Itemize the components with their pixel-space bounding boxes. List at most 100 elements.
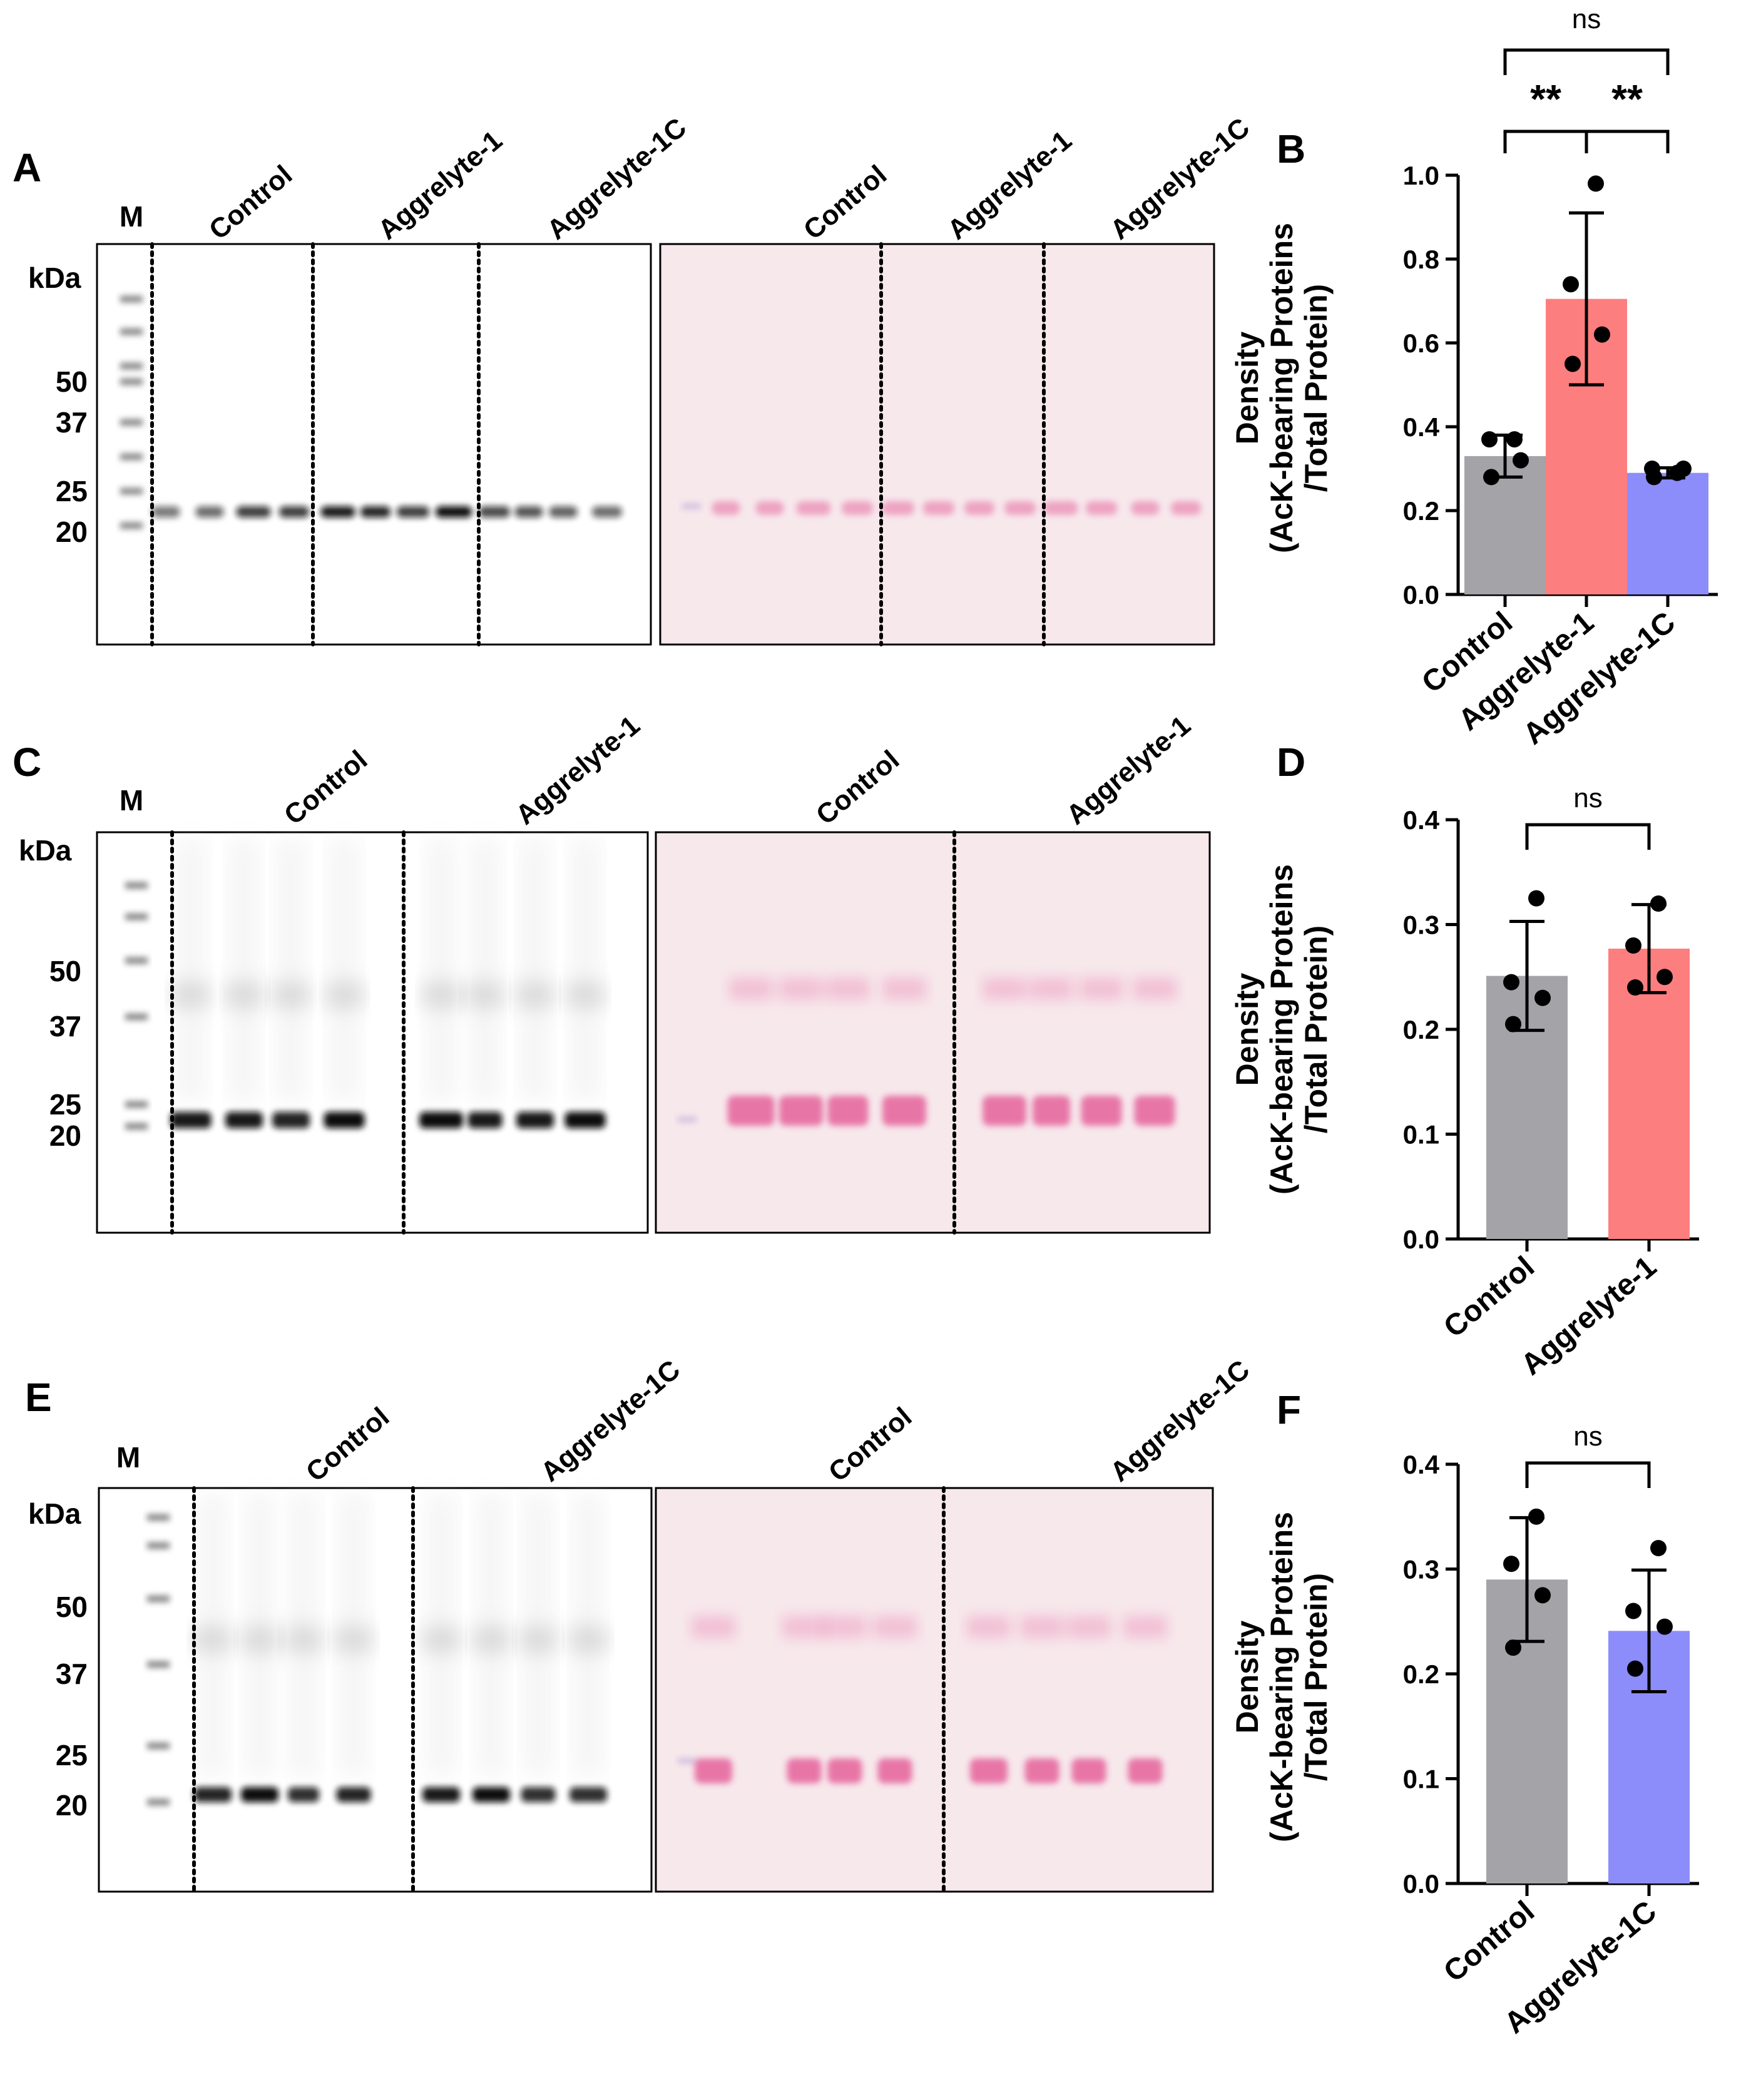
protein-band <box>472 1787 510 1802</box>
chart-f: F 0.0 0.1 0.2 0.3 0.4 Density (AcK-bearing Prot… <box>1230 1387 1699 2040</box>
lane-label-stain: Aggrelyte-1 <box>942 125 1078 246</box>
protein-band <box>516 1112 554 1128</box>
ladder-band <box>125 1014 148 1020</box>
protein-band <box>288 1787 319 1802</box>
ladder-band <box>120 329 143 335</box>
data-point <box>1534 1587 1551 1604</box>
protein-band <box>397 506 429 517</box>
stain-upper-band <box>882 977 926 1000</box>
protein-band <box>236 506 271 517</box>
kda-label: kDa <box>28 262 81 294</box>
stain-band <box>779 1096 823 1126</box>
data-point <box>1505 1639 1521 1656</box>
ladder-band <box>120 363 143 369</box>
y-tick-label: 0.4 <box>1403 805 1440 835</box>
mw-marker-50: 50 <box>56 365 88 398</box>
ladder-band <box>125 1101 148 1108</box>
stain-band <box>1134 1096 1175 1126</box>
stain-band <box>1033 1096 1070 1126</box>
data-point <box>1657 969 1673 986</box>
marker-label: M <box>120 784 143 817</box>
ponceau-stain-image <box>659 243 1215 646</box>
significance-label: ns <box>1573 1421 1602 1452</box>
y-tick-label: 0.0 <box>1403 580 1439 609</box>
y-tick-label: 0.1 <box>1403 1765 1439 1794</box>
protein-band <box>194 1787 232 1802</box>
y-tick-label: 0.8 <box>1403 245 1439 274</box>
stain-band <box>842 501 873 515</box>
protein-band <box>170 1112 212 1128</box>
y-tick-label: 0.2 <box>1403 1015 1439 1044</box>
stain-upper-band <box>729 977 773 1000</box>
bar-aggrelyte-1c <box>1627 472 1708 594</box>
lane-smear <box>197 1494 228 1776</box>
lane-label-stain: Aggrelyte-1 <box>1061 710 1197 831</box>
lane-label-stain: Control <box>823 1402 917 1488</box>
data-point <box>1675 461 1692 477</box>
y-axis-label: Density <box>1230 973 1265 1086</box>
lane-smear <box>469 838 501 1101</box>
western-blot-image <box>96 243 652 646</box>
data-point <box>1503 1556 1519 1572</box>
lane-smear <box>476 1494 507 1776</box>
stain-upper-band <box>826 977 870 1000</box>
kda-label: kDa <box>28 1497 81 1530</box>
data-point <box>1627 1660 1643 1677</box>
protein-band <box>479 506 510 517</box>
protein-band <box>521 1787 556 1802</box>
y-axis-label: (AcK-bearing Proteins <box>1264 223 1299 553</box>
x-category-label: Control <box>1437 1895 1541 1989</box>
protein-band <box>569 1787 607 1802</box>
protein-band <box>272 1112 310 1128</box>
marker-label: M <box>116 1441 140 1474</box>
stain-upper-band <box>983 977 1026 1000</box>
stain-upper-band <box>1080 977 1123 1000</box>
stain-band <box>1081 1096 1122 1126</box>
significance-label: ** <box>1530 76 1561 121</box>
ladder-band <box>125 914 148 920</box>
protein-band <box>336 1787 371 1802</box>
protein-band <box>151 506 180 517</box>
panel-letter-f: F <box>1277 1387 1301 1432</box>
ladder-band <box>120 522 143 529</box>
lane-label-stain: Aggrelyte-1C <box>1105 112 1255 246</box>
mw-marker-20: 20 <box>56 516 88 548</box>
data-point <box>1625 1603 1641 1619</box>
lane-label-stain: Control <box>798 160 892 246</box>
lane-smear <box>426 838 457 1101</box>
data-point <box>1503 974 1519 991</box>
data-point <box>1646 469 1662 486</box>
chart-d: D 0.0 0.1 0.2 0.3 0.4 Density (AcK-bearing Prot… <box>1230 740 1699 1382</box>
mw-marker-50: 50 <box>49 955 81 987</box>
protein-band <box>422 1787 460 1802</box>
lane-smear <box>519 838 551 1101</box>
stain-band <box>796 501 831 515</box>
bar-aggrelyte-1 <box>1608 949 1690 1239</box>
ponceau-stain-image <box>655 1487 1214 1893</box>
data-point <box>1594 326 1610 343</box>
stain-band <box>882 1096 926 1126</box>
x-category-label: Aggrelyte-1 <box>1515 1250 1663 1382</box>
protein-band <box>549 506 578 517</box>
ladder-band <box>125 1123 148 1129</box>
data-point <box>1588 175 1604 192</box>
significance-bracket <box>1525 1461 1651 1488</box>
mw-marker-37: 37 <box>56 1658 88 1690</box>
stain-band <box>877 1758 912 1783</box>
ladder-band <box>125 882 148 889</box>
data-point <box>1627 979 1643 996</box>
protein-band <box>514 506 543 517</box>
marker-label: M <box>120 200 143 233</box>
y-axis-label: /Total Protein) <box>1299 925 1334 1133</box>
stain-upper-band <box>779 977 823 1000</box>
protein-band <box>360 506 391 517</box>
panel-letter-a: A <box>13 145 41 190</box>
stain-band <box>787 1758 822 1783</box>
lane-smear <box>329 838 360 1101</box>
stain-band <box>882 501 914 515</box>
ladder-band <box>147 1799 170 1805</box>
